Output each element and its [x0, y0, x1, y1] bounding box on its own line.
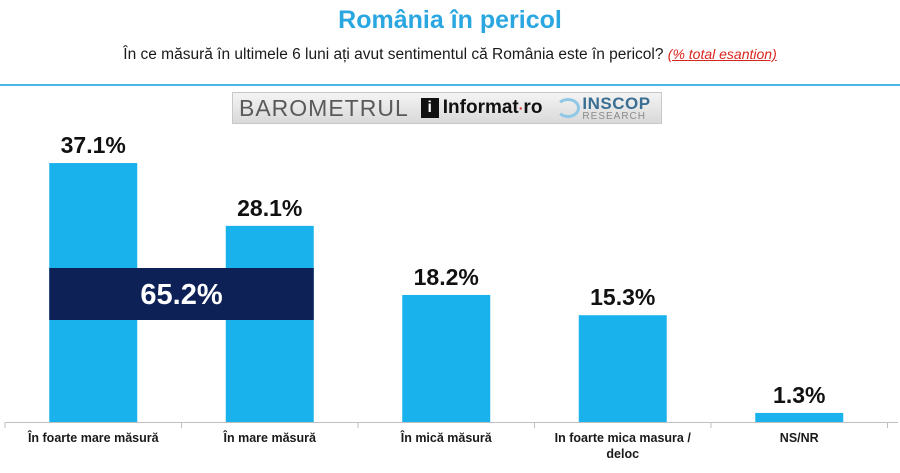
informat-logo: i Informat · ro [420, 97, 543, 119]
bar [402, 294, 491, 422]
data-label: 1.3% [773, 382, 825, 408]
x-tick-label: În mare măsură [223, 430, 317, 445]
informat-i-icon: i [420, 98, 439, 118]
inscop-logo-subtext: RESEARCH [582, 110, 646, 122]
combined-total-band [49, 268, 314, 320]
sample-note: (% total esantion) [667, 46, 777, 62]
x-tick-label: În foarte mare măsură [27, 430, 160, 445]
x-tick-label: În mică măsură [400, 430, 493, 445]
informat-logo-suffix: ro [523, 97, 543, 118]
data-label: 37.1% [61, 132, 126, 158]
combined-total-label: 65.2% [140, 279, 222, 311]
question-text: În ce măsură în ultimele 6 luni ați avut… [123, 46, 664, 63]
inscop-logo-text: INSCOP [582, 93, 651, 113]
bar [578, 315, 667, 422]
barometer-logo: BAROMETRUL [239, 94, 409, 121]
x-tick-label: In foarte mica masura / deloc [555, 431, 692, 461]
sponsor-logo-bar: BAROMETRUL i Informat · ro INSCOP RESEARCH [232, 92, 662, 124]
x-tick-label: NS/NR [780, 431, 819, 445]
data-label: 15.3% [590, 284, 655, 310]
bar [225, 225, 314, 422]
informat-logo-text: Informat [442, 97, 519, 118]
chart-title: România în pericol [338, 6, 562, 34]
data-label: 28.1% [237, 195, 302, 221]
chart-subtitle: În ce măsură în ultimele 6 luni ați avut… [0, 46, 900, 64]
bar [755, 412, 844, 422]
inscop-logo: INSCOP RESEARCH [556, 95, 650, 122]
header-divider [0, 84, 900, 86]
data-label: 18.2% [414, 264, 479, 290]
inscop-swirl-icon [556, 98, 581, 118]
informat-dot-icon: · [518, 100, 524, 116]
